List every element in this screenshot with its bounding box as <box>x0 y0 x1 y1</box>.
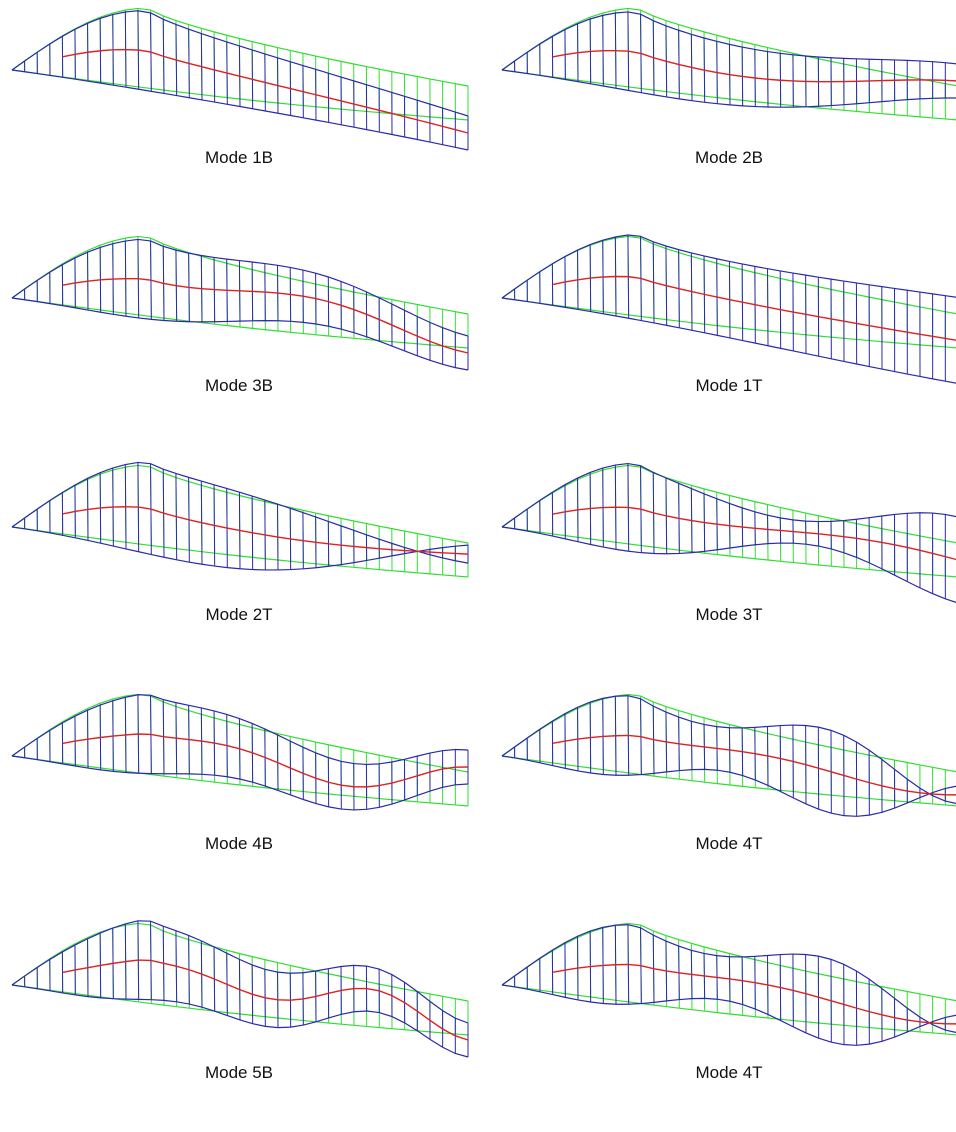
elastic-axis-line <box>553 507 956 560</box>
mode-shape-figure <box>490 915 956 1132</box>
undeformed-edge <box>502 236 956 314</box>
mode-caption: Mode 4T <box>490 834 956 854</box>
elastic-axis-line <box>553 51 956 82</box>
mode-panel: Mode 1B <box>0 0 478 217</box>
mode-shape-figure <box>0 686 478 903</box>
undeformed-edge <box>502 298 956 348</box>
mode-caption: Mode 3T <box>490 605 956 625</box>
undeformed-wing-mesh <box>502 236 956 348</box>
undeformed-edge <box>502 70 956 120</box>
mode-shape-figure <box>490 0 956 217</box>
mode-panel: Mode 4T <box>490 915 956 1132</box>
mode-caption: Mode 2T <box>0 605 478 625</box>
mode-panel: Mode 5B <box>0 915 478 1132</box>
elastic-axis-line <box>553 964 956 1023</box>
mode-caption: Mode 1T <box>490 376 956 396</box>
deformed-wing-mesh <box>12 11 468 150</box>
mode-caption: Mode 1B <box>0 148 478 168</box>
mode-panel: Mode 2B <box>490 0 956 217</box>
mode-shape-figure <box>0 915 478 1132</box>
undeformed-edge <box>502 527 956 577</box>
mode-panel: Mode 3T <box>490 457 956 674</box>
mode-panel: Mode 4T <box>490 686 956 903</box>
mode-panel: Mode 1T <box>490 228 956 445</box>
elastic-axis-line <box>553 735 956 794</box>
mode-shape-figure <box>0 0 478 217</box>
mode-caption: Mode 3B <box>0 376 478 396</box>
mode-shape-figure <box>490 228 956 445</box>
mode-caption: Mode 5B <box>0 1063 478 1083</box>
deformed-edge <box>502 527 956 603</box>
mode-shape-figure <box>490 457 956 674</box>
deformed-wing-mesh <box>12 462 468 570</box>
mode-shape-figure <box>0 457 478 674</box>
mode-caption: Mode 4T <box>490 1063 956 1083</box>
mode-caption: Mode 4B <box>0 834 478 854</box>
mode-panel: Mode 3B <box>0 228 478 445</box>
deformed-wing-mesh <box>502 464 956 603</box>
mode-panel: Mode 2T <box>0 457 478 674</box>
deformed-edge <box>502 298 956 384</box>
undeformed-wing-mesh <box>502 8 956 120</box>
deformed-wing-mesh <box>12 239 468 370</box>
deformed-wing-mesh <box>502 235 956 384</box>
deformed-wing-mesh <box>502 696 956 817</box>
deformed-wing-mesh <box>502 925 956 1046</box>
mode-panel: Mode 4B <box>0 686 478 903</box>
elastic-axis-line <box>553 276 956 340</box>
mode-shape-figure <box>490 686 956 903</box>
mode-caption: Mode 2B <box>490 148 956 168</box>
mode-shape-figure <box>0 228 478 445</box>
deformed-edge <box>502 70 956 107</box>
